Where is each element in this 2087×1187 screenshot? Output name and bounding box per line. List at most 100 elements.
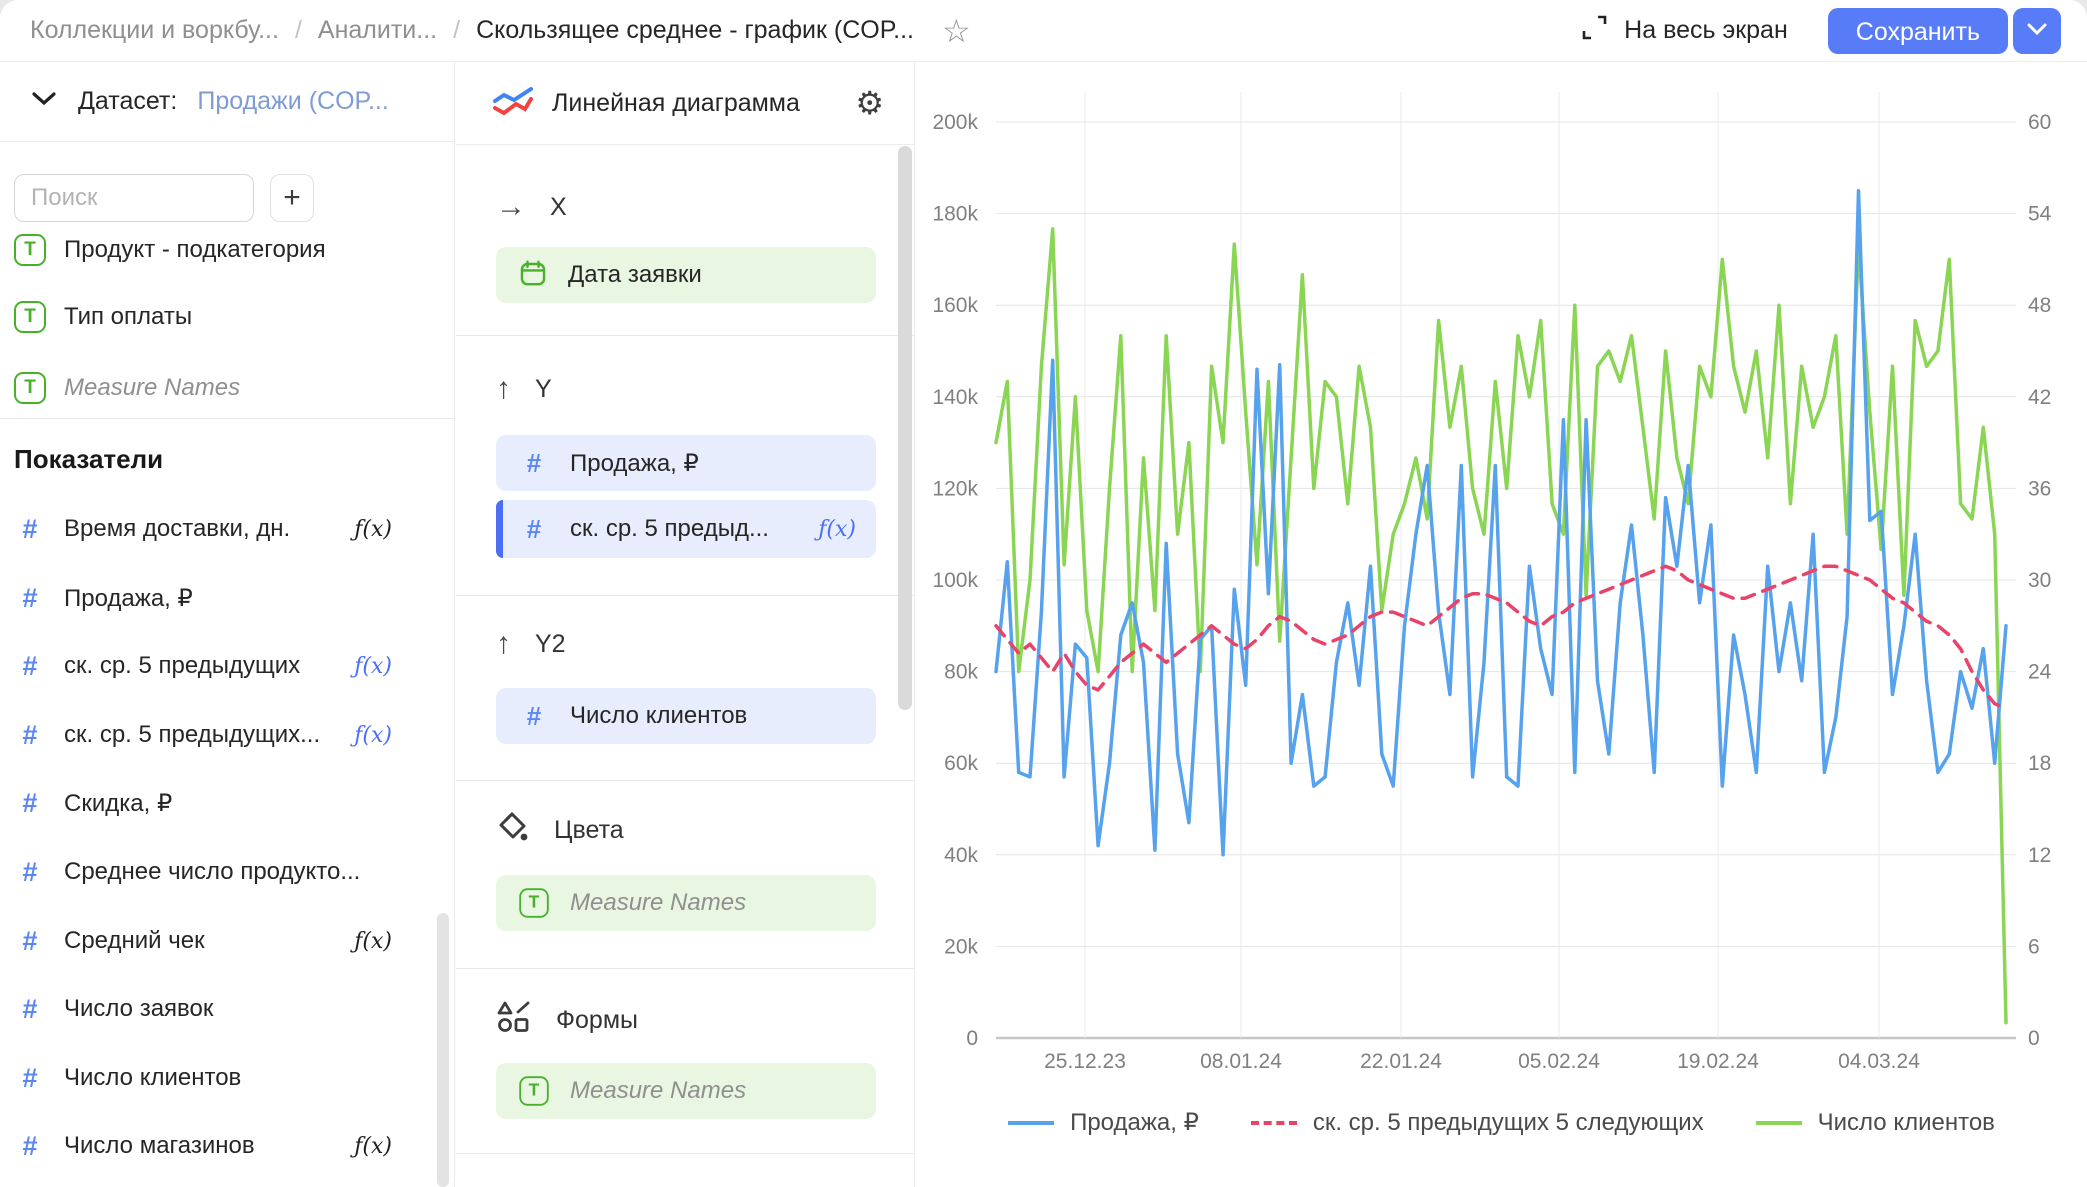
legend-item-sales[interactable]: Продажа, ₽ [1008, 1108, 1199, 1137]
measure-avg-check[interactable]: # Средний чек ƒ(x) [14, 921, 434, 961]
gear-icon[interactable]: ⚙ [855, 84, 884, 122]
dataset-link[interactable]: Продажи (COP... [197, 87, 388, 116]
divider [456, 1153, 914, 1154]
divider [456, 595, 914, 596]
field-measure-names[interactable]: T Measure Names [14, 368, 434, 408]
legend-label: Продажа, ₽ [1070, 1108, 1199, 1137]
x-field-pill[interactable]: Дата заявки [496, 247, 876, 303]
favorite-star-icon[interactable]: ☆ [942, 12, 971, 50]
paint-bucket-icon [496, 810, 530, 851]
number-type-icon: # [14, 1063, 46, 1094]
svg-text:30: 30 [2028, 569, 2051, 592]
breadcrumb-analytics[interactable]: Аналити... [318, 16, 437, 45]
arrow-up-icon: ↑ [496, 627, 511, 661]
svg-text:60: 60 [2028, 111, 2051, 134]
shapes-icon [496, 1000, 532, 1041]
field-label: Скидка, ₽ [64, 789, 172, 818]
measure-discount[interactable]: # Скидка, ₽ [14, 783, 434, 823]
breadcrumb: Коллекции и воркбу... / Аналити... / Ско… [30, 16, 914, 45]
legend-line-swatch [1008, 1121, 1054, 1125]
y-field-sales-pill[interactable]: # Продажа, ₽ [496, 435, 876, 491]
add-field-button[interactable]: + [270, 174, 314, 222]
measure-avg-products[interactable]: # Среднее число продукто... [14, 852, 434, 892]
measure-order-count[interactable]: # Число заявок [14, 989, 434, 1029]
search-input[interactable] [14, 174, 254, 222]
save-split-button: Сохранить [1828, 8, 2061, 54]
dataset-sidebar: Датасет: Продажи (COP... + T Продукт - п… [0, 62, 455, 1187]
svg-text:180k: 180k [932, 203, 978, 226]
field-label: Число заявок [64, 995, 213, 1023]
field-product-subcategory[interactable]: T Продукт - подкатегория [14, 230, 434, 270]
svg-text:42: 42 [2028, 386, 2051, 409]
formula-badge: ƒ(x) [354, 654, 392, 679]
y-field-moving-avg-pill[interactable]: # ск. ср. 5 предыд... ƒ(x) [496, 500, 876, 558]
measure-store-count[interactable]: # Число магазинов ƒ(x) [14, 1126, 434, 1166]
formula-badge: ƒ(x) [354, 517, 392, 542]
shapes-field-pill[interactable]: T Measure Names [496, 1063, 876, 1119]
field-label: ск. ср. 5 предыдущих [64, 652, 300, 680]
page-title: Скользящее среднее - график (COP... [476, 16, 914, 45]
number-type-icon: # [14, 514, 46, 545]
y-field-label: Продажа, ₽ [570, 449, 699, 478]
number-type-icon: # [14, 994, 46, 1025]
svg-text:25.12.23: 25.12.23 [1044, 1050, 1126, 1073]
formula-badge: ƒ(x) [354, 1134, 392, 1159]
save-button[interactable]: Сохранить [1828, 8, 2008, 54]
number-type-icon: # [14, 788, 46, 819]
field-search-row: + [14, 174, 314, 222]
svg-text:160k: 160k [932, 294, 978, 317]
field-label: Среднее число продукто... [64, 858, 360, 886]
breadcrumb-separator: / [453, 16, 460, 45]
number-type-icon: # [518, 514, 550, 545]
measure-client-count[interactable]: # Число клиентов [14, 1058, 434, 1098]
svg-text:80k: 80k [944, 661, 978, 684]
svg-text:0: 0 [2028, 1027, 2040, 1050]
number-type-icon: # [518, 701, 550, 732]
sidebar-scrollbar[interactable] [437, 913, 449, 1187]
field-label: Measure Names [64, 374, 240, 402]
section-y-label: Y [535, 375, 552, 404]
legend-dashed-line-swatch [1251, 1121, 1297, 1125]
line-chart-icon[interactable] [492, 86, 534, 121]
svg-text:48: 48 [2028, 294, 2051, 317]
colors-field-pill[interactable]: T Measure Names [496, 875, 876, 931]
section-y2-label: Y2 [535, 630, 566, 659]
number-type-icon: # [14, 1131, 46, 1162]
field-label: Тип оплаты [64, 303, 192, 331]
chart-type-label[interactable]: Линейная диаграмма [552, 89, 800, 118]
save-menu-button[interactable] [2013, 8, 2061, 54]
chart-settings-panel: Линейная диаграмма ⚙ → X Дата заявки ↑ Y [456, 62, 915, 1187]
y2-field-pill[interactable]: # Число клиентов [496, 688, 876, 744]
svg-text:120k: 120k [932, 477, 978, 500]
fullscreen-button[interactable]: На весь экран [1581, 14, 1788, 48]
text-type-icon: T [14, 234, 46, 266]
measure-delivery-time[interactable]: # Время доставки, дн. ƒ(x) [14, 509, 434, 549]
section-y: ↑ Y [496, 372, 552, 406]
number-type-icon: # [518, 448, 550, 479]
arrow-up-icon: ↑ [496, 372, 511, 406]
legend-item-clients[interactable]: Число клиентов [1756, 1109, 1995, 1137]
measure-moving-avg-prev[interactable]: # ск. ср. 5 предыдущих ƒ(x) [14, 646, 434, 686]
field-label: Средний чек [64, 927, 205, 955]
breadcrumb-collections[interactable]: Коллекции и воркбу... [30, 16, 279, 45]
dataset-label: Датасет: [78, 87, 177, 116]
calendar-icon [519, 259, 547, 291]
divider [456, 335, 914, 336]
svg-text:08.01.24: 08.01.24 [1200, 1050, 1282, 1073]
line-chart[interactable]: 0020k640k1260k1880k24100k30120k36140k421… [916, 62, 2087, 1187]
field-label: Продукт - подкатегория [64, 236, 326, 264]
chart-legend: Продажа, ₽ ск. ср. 5 предыдущих 5 следую… [916, 1108, 2087, 1137]
text-type-icon: T [14, 372, 46, 404]
breadcrumb-separator: / [295, 16, 302, 45]
measure-sales[interactable]: # Продажа, ₽ [14, 578, 434, 618]
measure-moving-avg-prev-next[interactable]: # ск. ср. 5 предыдущих... ƒ(x) [14, 715, 434, 755]
number-type-icon: # [14, 583, 46, 614]
svg-text:36: 36 [2028, 477, 2051, 500]
number-type-icon: # [14, 651, 46, 682]
field-payment-type[interactable]: T Тип оплаты [14, 297, 434, 337]
field-label: Число магазинов [64, 1132, 255, 1160]
legend-item-moving-avg[interactable]: ск. ср. 5 предыдущих 5 следующих [1251, 1109, 1704, 1137]
wizard-app: Коллекции и воркбу... / Аналити... / Ско… [0, 0, 2087, 1187]
panel-scrollbar[interactable] [898, 146, 912, 710]
chevron-down-icon[interactable] [30, 90, 58, 113]
